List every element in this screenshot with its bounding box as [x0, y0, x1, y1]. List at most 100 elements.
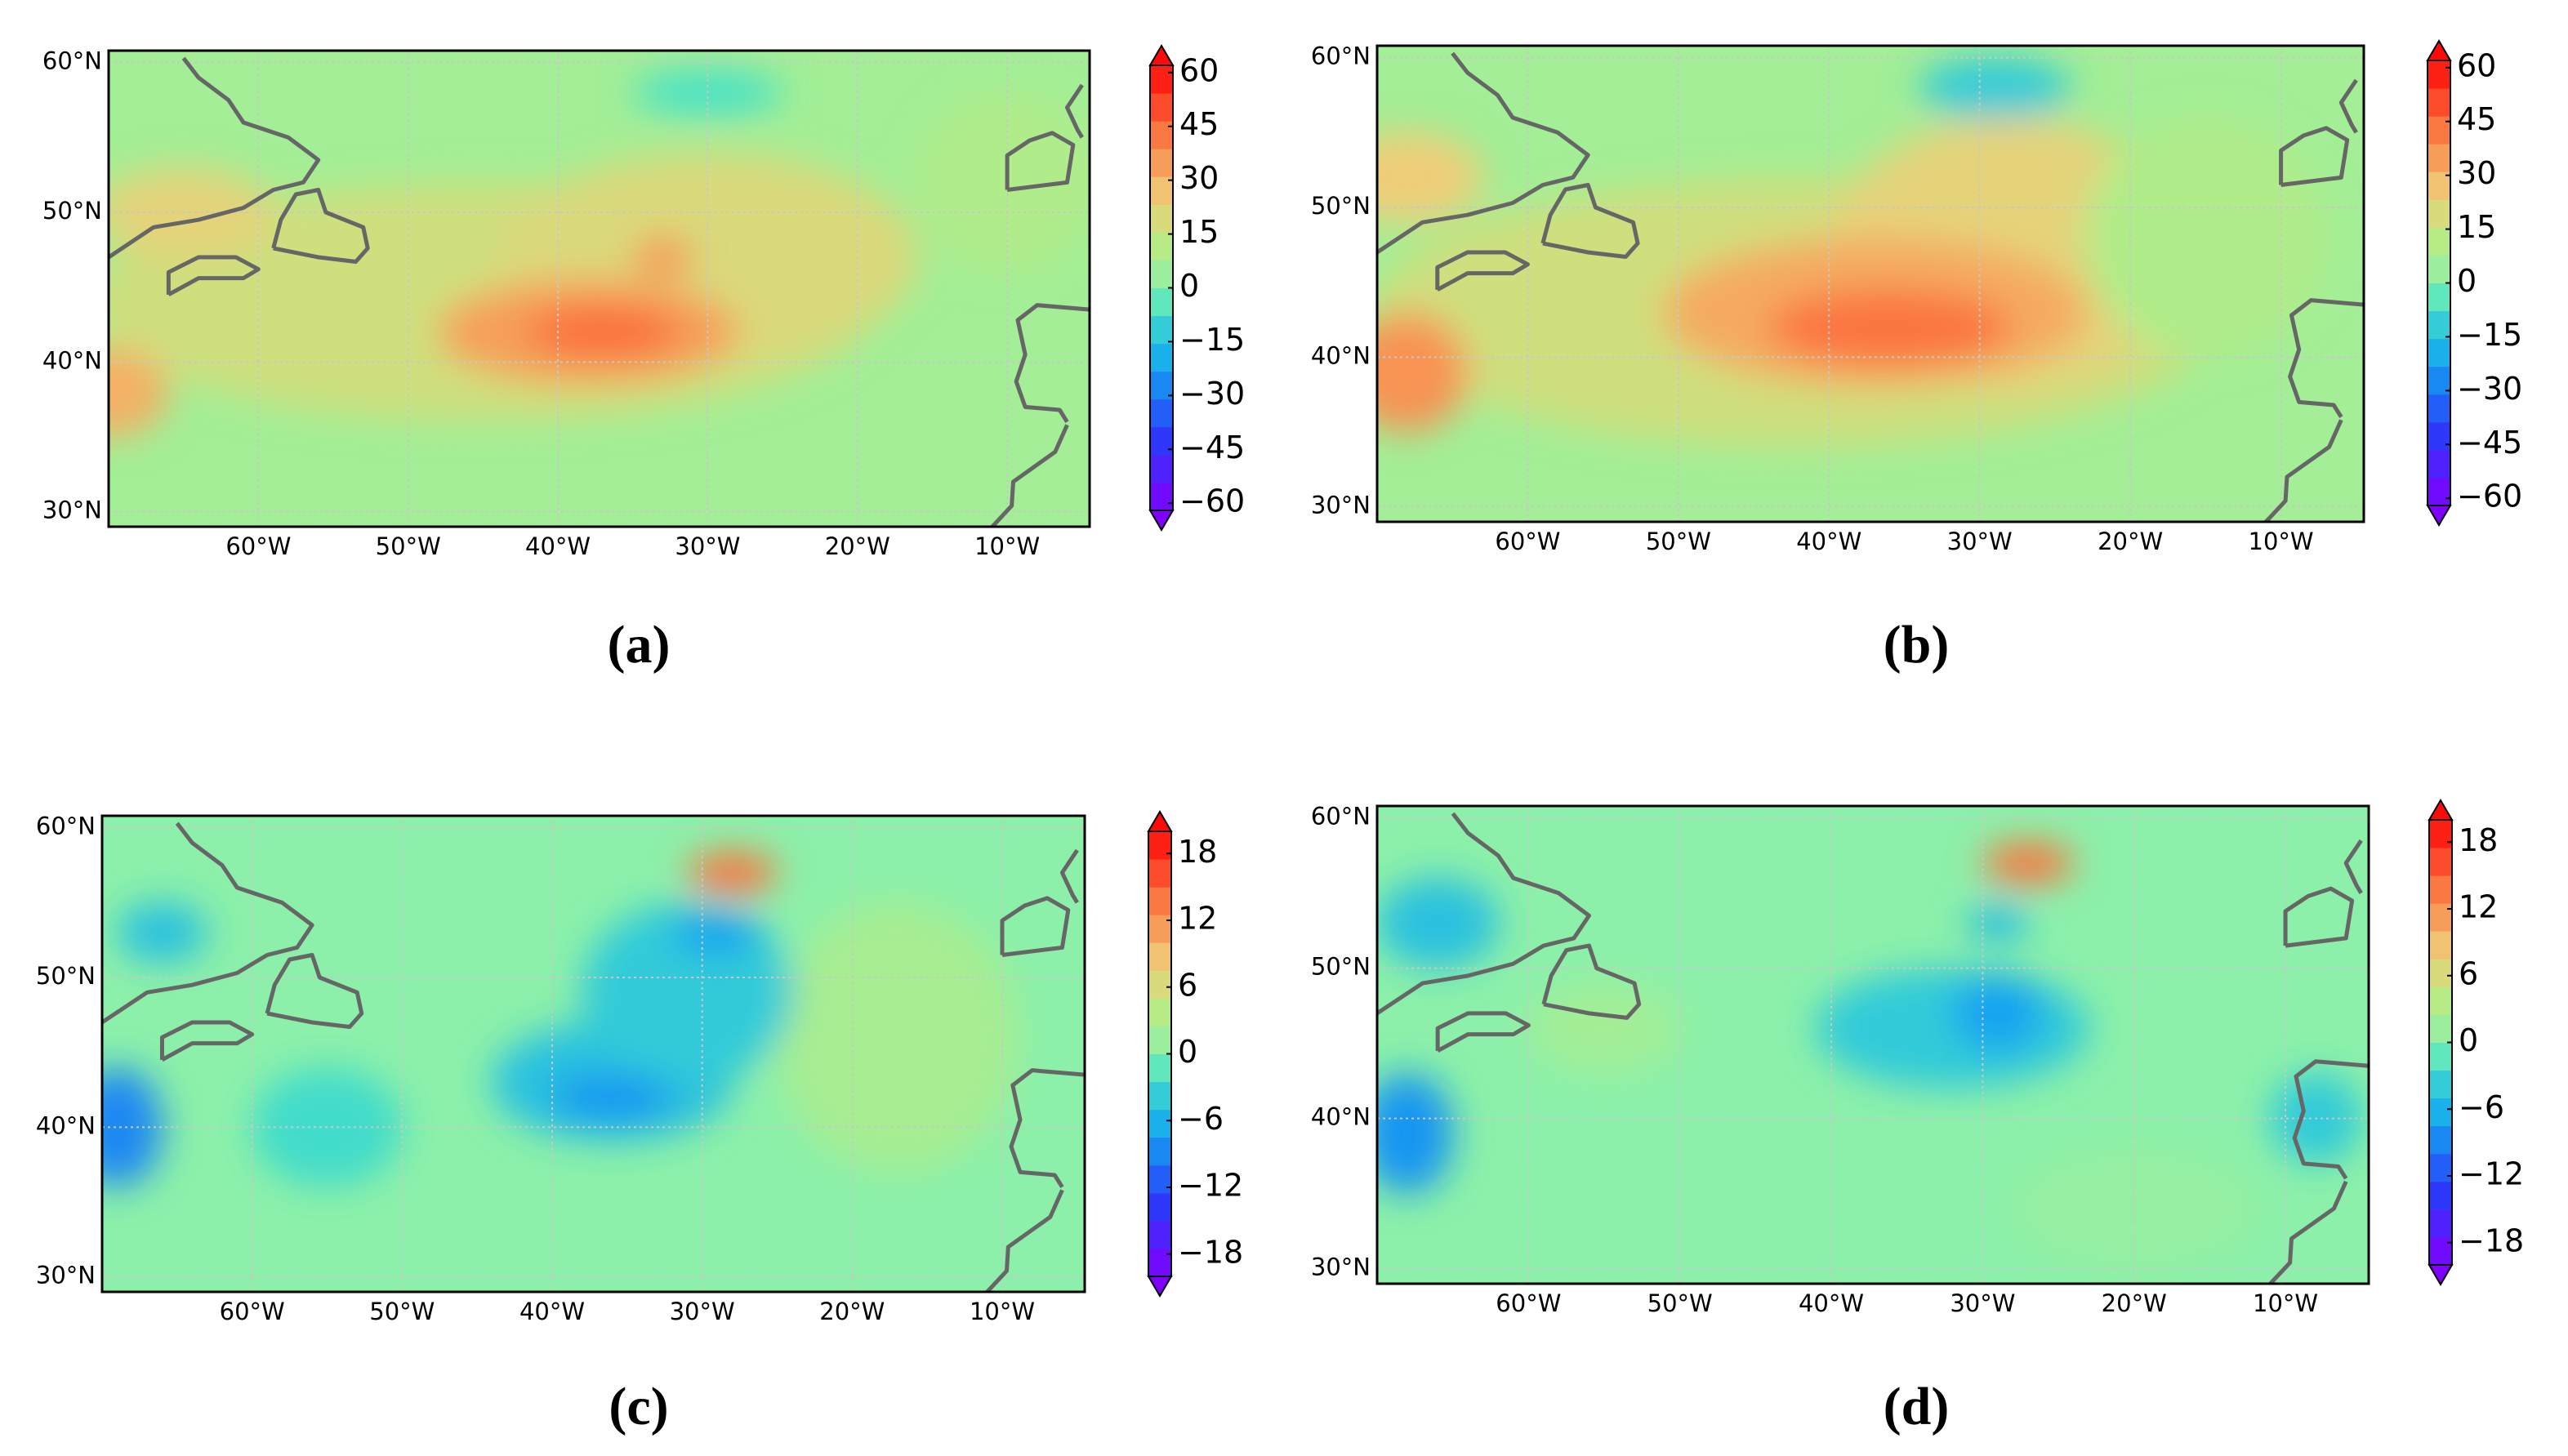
colorbar-level: [1150, 204, 1173, 233]
colorbar-tick-label: 0: [2457, 263, 2477, 299]
colorbar-level: [1148, 887, 1171, 915]
colorbar-level: [1150, 343, 1173, 372]
colorbar-level: [1150, 315, 1173, 345]
colorbar-level: [1150, 232, 1173, 260]
coastline: [2268, 1180, 2348, 1284]
map-frame: [1375, 804, 2370, 1285]
map-panel: 60°W 50°W 40°W 30°W 20°W 10°W 30°N 40°N 50°N 60°N…: [1311, 39, 2522, 675]
colorbar-tick-label: 6: [2459, 955, 2478, 991]
field-blob: [551, 1075, 673, 1120]
colorbar-tick-label: −60: [1179, 483, 1245, 519]
coastline: [1014, 303, 1090, 423]
colorbar-tick-label: 0: [2459, 1022, 2478, 1058]
coastline: [1435, 1011, 1531, 1053]
colorbar-level: [1148, 915, 1171, 943]
lon-tick-label: 50°W: [1646, 528, 1711, 555]
colorbar-tick-label: 18: [1178, 834, 1217, 870]
coastline: [1059, 848, 1079, 904]
coastline: [271, 188, 370, 264]
colorbar-level: [2429, 848, 2452, 876]
colorbar-level: [2428, 449, 2450, 479]
colorbar-level: [2428, 421, 2450, 451]
field-blob: [632, 238, 693, 277]
field: [1377, 57, 2328, 447]
lat-tick-label: 50°N: [1311, 192, 1371, 220]
colorbar-tick-label: 6: [1178, 967, 1197, 1003]
field-blob: [1377, 1073, 1454, 1194]
coastline: [102, 822, 314, 1025]
colorbar-tick-label: 0: [1178, 1034, 1197, 1070]
lat-tick-label: 40°N: [42, 346, 102, 374]
colorbar-level: [1148, 1192, 1171, 1222]
colorbar-level: [1148, 1109, 1171, 1138]
coastline: [1540, 183, 1640, 259]
colorbar-level: [2429, 903, 2452, 932]
colorbar-level: [1148, 831, 1171, 860]
colorbar-level: [2429, 959, 2452, 987]
coastline: [985, 1189, 1064, 1292]
coastline: [159, 1020, 255, 1062]
field-blob: [1982, 842, 2075, 884]
lon-tick-label: 30°W: [1950, 1289, 2015, 1317]
lon-tick-label: 60°W: [1496, 1289, 1561, 1317]
colorbar-level: [2428, 60, 2450, 89]
field-blob: [1527, 983, 1681, 1074]
lon-tick-label: 60°W: [1495, 528, 1560, 555]
colorbar-tick-label: −30: [1179, 376, 1245, 412]
lon-tick-label: 30°W: [670, 1298, 735, 1325]
colorbar-level: [2429, 820, 2452, 848]
field-blob: [1377, 132, 1483, 223]
lon-tick-label: 20°W: [2102, 1289, 2167, 1317]
field-blob: [1967, 905, 2029, 942]
colorbar-tick-label: 0: [1179, 268, 1199, 304]
colorbar-tick-label: −12: [2459, 1156, 2524, 1192]
coastline: [1000, 896, 1071, 957]
coastline: [1377, 812, 1591, 1015]
colorbar-tick-label: 12: [2459, 889, 2498, 925]
colorbar-level: [1148, 1164, 1171, 1194]
colorbar-level: [1150, 426, 1173, 456]
colorbar-level: [1150, 260, 1173, 288]
colorbar-extend-top: [1147, 810, 1173, 832]
lon-tick-label: 40°W: [525, 532, 591, 560]
colorbar-tick-label: 45: [2457, 101, 2496, 137]
map-area: [109, 51, 1090, 527]
colorbar-tick-label: 60: [1179, 52, 1219, 88]
colorbar-level: [1150, 149, 1173, 177]
colorbar-level: [1148, 1081, 1171, 1111]
colorbar-tick-label: 60: [2457, 47, 2496, 83]
colorbar-level: [2429, 1014, 2452, 1043]
panel-caption: (b): [1884, 615, 1950, 675]
colorbar-level: [2428, 283, 2450, 312]
coastline: [990, 424, 1069, 527]
lon-tick-label: 10°W: [970, 1298, 1035, 1325]
colorbar-level: [1148, 1026, 1171, 1054]
coastline: [2279, 126, 2350, 187]
colorbar-tick-label: −6: [2459, 1089, 2504, 1125]
colorbar-tick-label: 45: [1179, 106, 1219, 142]
colorbar-level: [2428, 144, 2450, 172]
field-blob: [2012, 1148, 2257, 1269]
lat-tick-label: 60°N: [42, 47, 102, 75]
colorbar-extend-bottom: [1148, 510, 1175, 532]
colorbar-tick-label: −18: [2459, 1222, 2524, 1258]
field-blob: [1919, 57, 2071, 118]
lon-tick-label: 30°W: [675, 532, 740, 560]
colorbar-level: [1150, 454, 1173, 483]
lon-tick-label: 10°W: [2253, 1289, 2318, 1317]
lat-tick-label: 50°N: [36, 962, 96, 990]
field-blob: [671, 910, 763, 955]
field-blob: [1951, 975, 2044, 1051]
coastline: [109, 56, 321, 260]
lon-tick-label: 20°W: [2098, 528, 2163, 555]
map-frame: [107, 49, 1091, 528]
field-blob: [527, 308, 679, 356]
coastline: [2338, 78, 2358, 134]
colorbar-tick-label: −45: [2457, 425, 2522, 461]
colorbar-level: [2428, 116, 2450, 145]
colorbar-extend-top: [1148, 44, 1175, 66]
field: [109, 69, 1090, 437]
colorbar-level: [2428, 199, 2450, 228]
